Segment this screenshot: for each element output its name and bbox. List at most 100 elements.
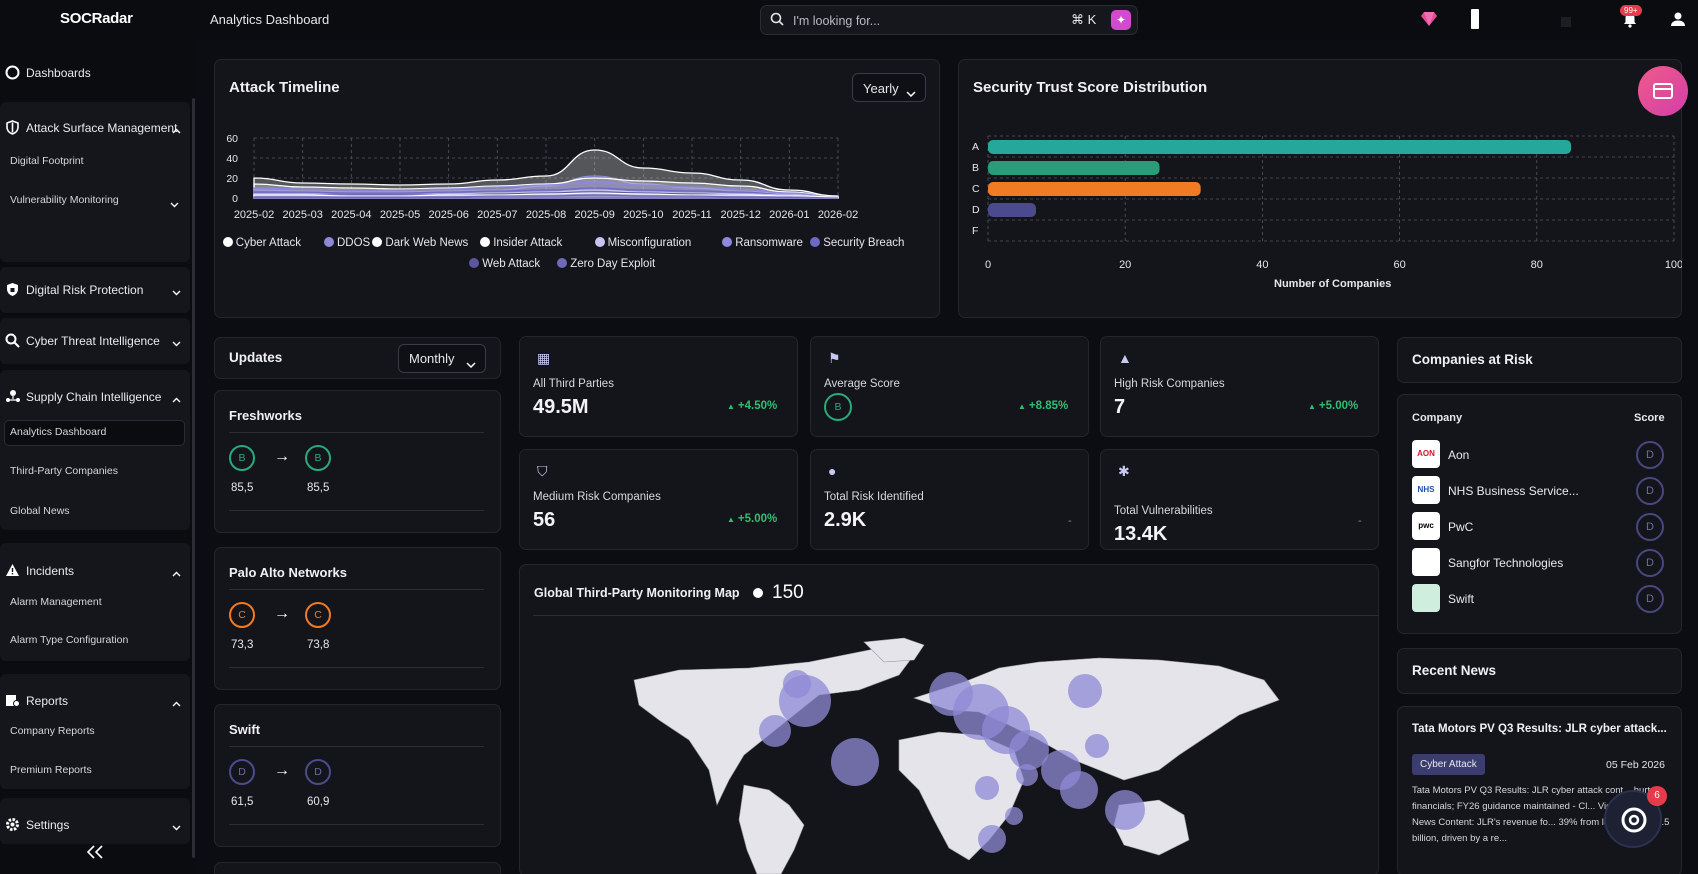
sidebar-item-attack-surface-management[interactable]: Attack Surface Management (0, 115, 190, 141)
sidebar-item-alarm-type-configuration[interactable]: Alarm Type Configuration (10, 634, 129, 646)
collapse-sidebar-icon[interactable] (86, 845, 103, 862)
legend-item[interactable]: Dark Web News (372, 237, 468, 249)
sidebar-item-analytics-dashboard[interactable]: Analytics Dashboard (10, 426, 107, 438)
sidebar-item-label: Dashboards (26, 66, 91, 80)
ai-sparkle-button[interactable]: ✦ (1111, 10, 1131, 30)
series-area-zero-day-exploit[interactable] (253, 194, 839, 199)
sidebar-scrollbar[interactable] (192, 98, 195, 858)
legend-item[interactable]: Insider Attack (480, 237, 562, 249)
sidebar-item-digital-risk-protection[interactable]: Digital Risk Protection (0, 277, 190, 303)
bar-d[interactable] (988, 203, 1037, 217)
stat-card[interactable] (810, 336, 1089, 437)
y-tick-label: B (972, 162, 979, 174)
update-divider (229, 824, 484, 825)
legend-dot (557, 258, 568, 268)
stat-label: Total Risk Identified (824, 491, 924, 503)
trend-up-icon: ▲ (727, 515, 735, 524)
sidebar-item-third-party-companies[interactable]: Third-Party Companies (10, 465, 118, 477)
stat-change-value: +5.00% (737, 513, 778, 525)
update-card[interactable] (214, 547, 501, 690)
attack-timeline-title: Attack Timeline (229, 79, 340, 96)
update-divider (229, 746, 484, 747)
card-icon-fab[interactable] (1638, 66, 1688, 116)
status-indicator-icon[interactable] (1471, 9, 1479, 29)
stat-change: ▲ +5.00% (727, 513, 777, 525)
stat-card[interactable] (519, 336, 798, 437)
legend-item[interactable]: Ransomware (722, 237, 803, 249)
chevron-up-icon (172, 123, 181, 137)
sidebar-item-company-reports[interactable]: Company Reports (10, 725, 95, 737)
search-bar[interactable]: I'm looking for... ⌘ K ✦ (760, 5, 1138, 35)
dashboard-icon (5, 65, 20, 83)
trend-up-icon: ▲ (1018, 402, 1026, 411)
update-to-grade: C (305, 602, 331, 628)
assistant-chat-button[interactable] (1604, 790, 1662, 848)
news-date: 05 Feb 2026 (1606, 759, 1665, 771)
user-icon[interactable] (1670, 11, 1686, 30)
sidebar-item-alarm-management[interactable]: Alarm Management (10, 596, 102, 608)
sidebar-item-reports[interactable]: Reports (0, 688, 190, 714)
legend-dot (480, 237, 491, 247)
search-input[interactable]: I'm looking for... (793, 14, 881, 28)
company-row[interactable]: AON Aon D (1412, 440, 1682, 470)
legend-item[interactable]: Zero Day Exploit (557, 258, 655, 270)
company-row[interactable]: Swift D (1412, 584, 1682, 614)
average-score-grade: B (824, 393, 852, 421)
company-row[interactable]: pwc PwC D (1412, 512, 1682, 542)
stat-change: ▲ +8.85% (1018, 400, 1068, 412)
socradar-logo[interactable]: SOCRadar (60, 10, 133, 27)
stat-card[interactable] (519, 449, 798, 550)
update-card[interactable] (214, 390, 501, 533)
news-headline[interactable]: Tata Motors PV Q3 Results: JLR cyber att… (1412, 723, 1667, 735)
timeline-range-dropdown[interactable]: Yearly (852, 73, 926, 102)
sidebar-item-global-news[interactable]: Global News (10, 505, 70, 517)
sidebar-group-asm (0, 102, 190, 262)
sidebar-item-incidents[interactable]: Incidents (0, 558, 190, 584)
stat-change: - (1068, 515, 1072, 527)
legend-item[interactable]: Web Attack (469, 258, 540, 270)
notification-badge: 99+ (1620, 5, 1642, 16)
stat-card[interactable] (810, 449, 1089, 550)
updates-range-dropdown[interactable]: Monthly (398, 344, 486, 373)
recent-news-title: Recent News (1412, 663, 1497, 678)
update-to-score: 85,5 (307, 482, 330, 494)
update-card[interactable] (214, 704, 501, 847)
stat-card[interactable] (1100, 449, 1379, 550)
legend-item[interactable]: Cyber Attack (222, 237, 301, 249)
bar-a[interactable] (988, 140, 1572, 154)
sidebar-item-settings[interactable]: Settings (0, 812, 190, 838)
series-area-cyber-attack[interactable] (253, 149, 839, 199)
sidebar-item-cyber-threat-intelligence[interactable]: Cyber Threat Intelligence (0, 328, 190, 354)
map-count-dot (753, 588, 763, 598)
legend-dot (810, 237, 821, 247)
world-map[interactable] (519, 620, 1379, 874)
company-score-grade: D (1636, 585, 1664, 613)
assistant-icon (1621, 807, 1647, 833)
legend-item[interactable]: DDOS (324, 237, 370, 249)
x-tick-label: 2026-02 (818, 209, 858, 221)
stat-change-value: +8.85% (1028, 400, 1069, 412)
sidebar-item-premium-reports[interactable]: Premium Reports (10, 764, 92, 776)
diamond-icon[interactable] (1420, 11, 1438, 30)
sidebar-item-digital-footprint[interactable]: Digital Footprint (10, 155, 84, 167)
company-row[interactable]: NHS NHS Business Service... D (1412, 476, 1682, 506)
search-icon (770, 12, 784, 29)
company-row[interactable]: Sangfor Technologies D (1412, 548, 1682, 578)
chevron-down-icon[interactable] (170, 197, 179, 211)
legend-label: Ransomware (735, 237, 803, 249)
x-tick-label: 2025-04 (331, 209, 371, 221)
legend-item[interactable]: Security Breach (810, 237, 904, 249)
sidebar-item-supply-chain-intelligence[interactable]: Supply Chain Intelligence (0, 384, 190, 410)
arrow-right-icon: → (274, 605, 290, 622)
x-tick-label: 2025-12 (720, 209, 760, 221)
bar-b[interactable] (988, 161, 1160, 175)
search-threat-icon (5, 333, 20, 351)
update-card[interactable] (214, 862, 501, 874)
sidebar-item-dashboards[interactable]: Dashboards (0, 60, 190, 86)
stat-change: ▲ +4.50% (727, 400, 777, 412)
x-tick-label: 2025-02 (234, 209, 274, 221)
bar-c[interactable] (988, 182, 1201, 196)
legend-item[interactable]: Misconfiguration (594, 237, 691, 249)
stat-card[interactable] (1100, 336, 1379, 437)
sidebar-item-vulnerability-monitoring[interactable]: Vulnerability Monitoring (10, 194, 119, 206)
